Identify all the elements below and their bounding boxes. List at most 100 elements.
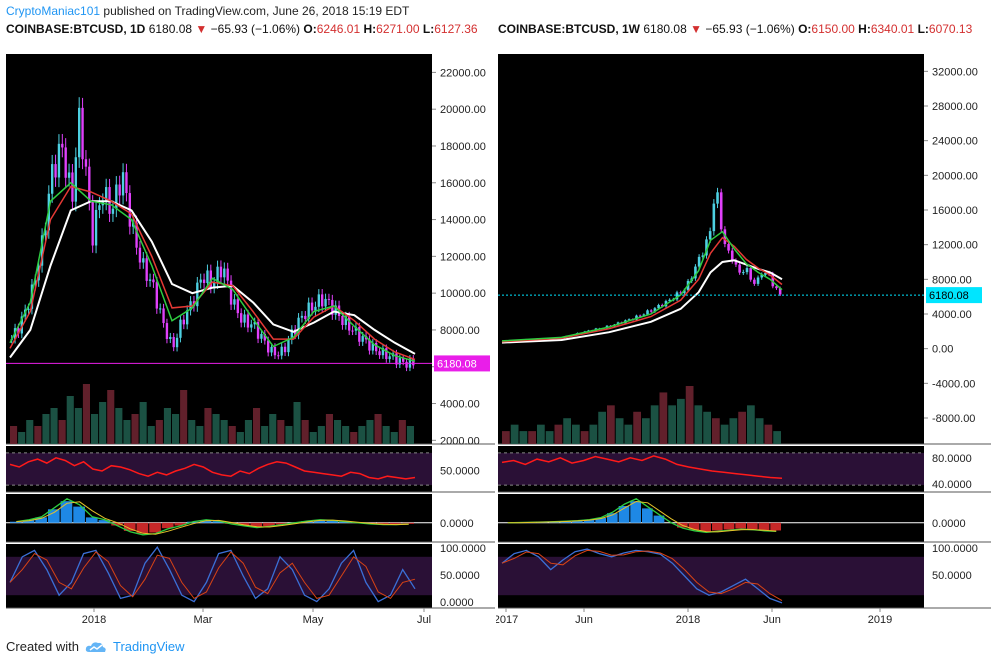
candle-body bbox=[760, 274, 764, 278]
tradingview-cloud-icon bbox=[85, 641, 106, 652]
weekly-low-label: L: bbox=[917, 22, 929, 36]
candle-body bbox=[277, 355, 280, 357]
volume-bar bbox=[196, 426, 204, 444]
candle-body bbox=[98, 205, 101, 210]
volume-bar bbox=[236, 432, 244, 444]
daily-ohlc-legend: COINBASE:BTCUSD, 1D 6180.08 ▼ −65.93 (−1… bbox=[6, 22, 478, 36]
stoch-level-label: 100.0000 bbox=[932, 543, 978, 555]
daily-high-label: H: bbox=[363, 22, 377, 36]
macd-histogram-bar bbox=[136, 522, 149, 534]
volume-bar bbox=[747, 405, 755, 444]
candle-body bbox=[283, 346, 287, 353]
volume-bar bbox=[269, 414, 277, 444]
daily-open: 6246.01 bbox=[316, 22, 361, 36]
candle-body bbox=[395, 353, 398, 365]
y-tick-label: 24000.00 bbox=[932, 136, 978, 148]
y-tick-label: 2000.00 bbox=[440, 435, 480, 447]
weekly-chart[interactable]: 32000.00 28000.00 24000.00 20000.00 16000.00… bbox=[496, 38, 991, 632]
candle-body bbox=[125, 172, 128, 194]
x-tick-label: Jun bbox=[763, 614, 781, 626]
y-tick-label: 18000.00 bbox=[440, 141, 486, 153]
y-tick-label: 20000.00 bbox=[440, 104, 486, 116]
candle-body bbox=[118, 184, 121, 196]
stoch-level-label: 100.0000 bbox=[440, 543, 486, 555]
macd-level-label: 0.0000 bbox=[932, 518, 966, 530]
volume-bar bbox=[107, 390, 115, 444]
macd-histogram-bar bbox=[60, 501, 73, 523]
candle-body bbox=[213, 282, 216, 288]
weekly-open: 6150.00 bbox=[811, 22, 855, 36]
volume-bar bbox=[82, 384, 90, 444]
volume-bar bbox=[589, 424, 598, 444]
weekly-ohlc-legend: COINBASE:BTCUSD, 1W 6180.08 ▼ −65.93 (−1… bbox=[498, 22, 972, 36]
volume-bar bbox=[729, 418, 738, 444]
candle-body bbox=[375, 342, 378, 352]
candle-body bbox=[348, 316, 351, 331]
x-tick-label: Jul bbox=[417, 614, 431, 626]
macd-histogram-bar bbox=[402, 522, 414, 524]
candle-body bbox=[115, 184, 118, 209]
candle-body bbox=[712, 203, 716, 232]
volume-bar bbox=[131, 414, 139, 444]
volume-bar bbox=[50, 408, 58, 444]
published-text: published on TradingView.com, June 26, 2… bbox=[103, 4, 410, 18]
rsi-band bbox=[6, 452, 432, 486]
y-tick-label: 0.00 bbox=[932, 344, 953, 356]
macd-histogram-bar bbox=[326, 520, 339, 523]
volume-bar bbox=[180, 390, 188, 444]
candle-body bbox=[300, 315, 304, 318]
daily-low: 6127.36 bbox=[434, 22, 478, 36]
author-link[interactable]: CryptoManiac101 bbox=[6, 4, 101, 18]
volume-bar bbox=[285, 426, 293, 444]
daily-change: −65.93 (−1.06%) bbox=[210, 22, 301, 36]
volume-bar bbox=[519, 431, 528, 444]
candle-body bbox=[701, 255, 705, 257]
candle-body bbox=[642, 314, 646, 316]
candle-body bbox=[668, 299, 671, 302]
volume-bar bbox=[350, 432, 358, 444]
volume-bar bbox=[572, 424, 580, 444]
rsi-level-label: 50.0000 bbox=[440, 466, 480, 478]
candle-body bbox=[145, 258, 148, 281]
daily-last: 6180.08 bbox=[148, 22, 193, 36]
volume-bar bbox=[212, 414, 220, 444]
candle-body bbox=[20, 316, 23, 334]
candle-body bbox=[764, 273, 767, 275]
candle-body bbox=[381, 348, 385, 356]
candle-body bbox=[273, 346, 277, 356]
volume-bar bbox=[677, 398, 685, 444]
tradingview-link[interactable]: TradingView bbox=[112, 639, 185, 654]
volume-bar bbox=[537, 424, 545, 444]
y-tick-label: -4000.00 bbox=[932, 378, 975, 390]
y-tick-label: 22000.00 bbox=[440, 67, 486, 79]
candle-body bbox=[749, 268, 752, 280]
volume-bar bbox=[115, 408, 123, 444]
volume-bar bbox=[228, 426, 236, 444]
macd-signal-line bbox=[16, 501, 409, 535]
volume-bar bbox=[668, 405, 676, 444]
candle-body bbox=[304, 315, 307, 320]
volume-bar bbox=[398, 420, 406, 444]
volume-bar bbox=[738, 411, 746, 444]
y-tick-label: 8000.00 bbox=[440, 325, 480, 337]
candle-body bbox=[734, 260, 738, 265]
daily-chart[interactable]: 22000.00 20000.00 18000.00 16000.00 14000.00… bbox=[0, 38, 495, 632]
candle-body bbox=[233, 299, 236, 305]
volume-bar bbox=[510, 424, 519, 444]
weekly-change: −65.93 (−1.06%) bbox=[705, 22, 795, 36]
candle-body bbox=[649, 310, 653, 312]
macd-histogram-bar bbox=[212, 521, 225, 523]
y-tick-label: 32000.00 bbox=[932, 66, 978, 78]
macd-histogram-bar bbox=[758, 522, 770, 530]
last-price-tag bbox=[926, 287, 982, 304]
candle-body bbox=[34, 280, 37, 285]
y-tick-label: 14000.00 bbox=[440, 215, 486, 227]
volume-bar bbox=[309, 432, 317, 444]
last-price-tag-text: 6180.08 bbox=[437, 358, 477, 370]
candle-body bbox=[280, 346, 283, 356]
weekly-symbol: COINBASE:BTCUSD, 1W bbox=[498, 22, 641, 36]
candle-body bbox=[186, 310, 189, 325]
volume-bar bbox=[26, 420, 34, 444]
volume-bar bbox=[74, 408, 82, 444]
rsi-level-label: 40.0000 bbox=[932, 479, 972, 491]
